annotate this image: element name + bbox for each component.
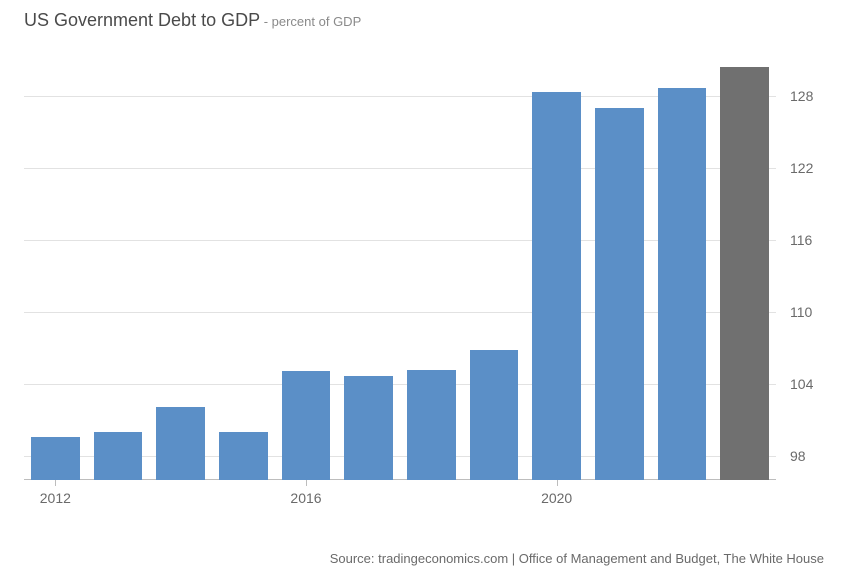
chart-title: US Government Debt to GDP - percent of G… xyxy=(24,10,361,31)
bar-2019 xyxy=(470,350,519,480)
bar-2022 xyxy=(658,88,707,480)
y-axis-tick-label: 104 xyxy=(790,376,840,392)
y-axis-tick-label: 122 xyxy=(790,160,840,176)
y-axis-tick-label: 116 xyxy=(790,232,840,248)
x-axis-tick-label: 2016 xyxy=(290,480,321,506)
bar-2020 xyxy=(532,92,581,480)
y-axis-tick-label: 128 xyxy=(790,88,840,104)
bar-2023 xyxy=(720,67,769,480)
bar-2017 xyxy=(344,376,393,480)
y-axis-tick-label: 98 xyxy=(790,448,840,464)
bar-2021 xyxy=(595,108,644,480)
bar-2012 xyxy=(31,437,80,480)
source-citation: Source: tradingeconomics.com | Office of… xyxy=(330,551,824,566)
bar-2013 xyxy=(94,432,143,480)
plot-area: 98104110116122128201220162020 xyxy=(24,48,776,480)
y-axis-tick-label: 110 xyxy=(790,304,840,320)
x-axis-tick-label: 2012 xyxy=(40,480,71,506)
chart-title-main: US Government Debt to GDP xyxy=(24,10,260,30)
bar-2016 xyxy=(282,371,331,480)
bar-2018 xyxy=(407,370,456,480)
x-axis-tick-label: 2020 xyxy=(541,480,572,506)
chart-title-sub: - percent of GDP xyxy=(260,14,361,29)
chart-container: US Government Debt to GDP - percent of G… xyxy=(0,0,848,580)
bar-2015 xyxy=(219,432,268,480)
bar-2014 xyxy=(156,407,205,480)
